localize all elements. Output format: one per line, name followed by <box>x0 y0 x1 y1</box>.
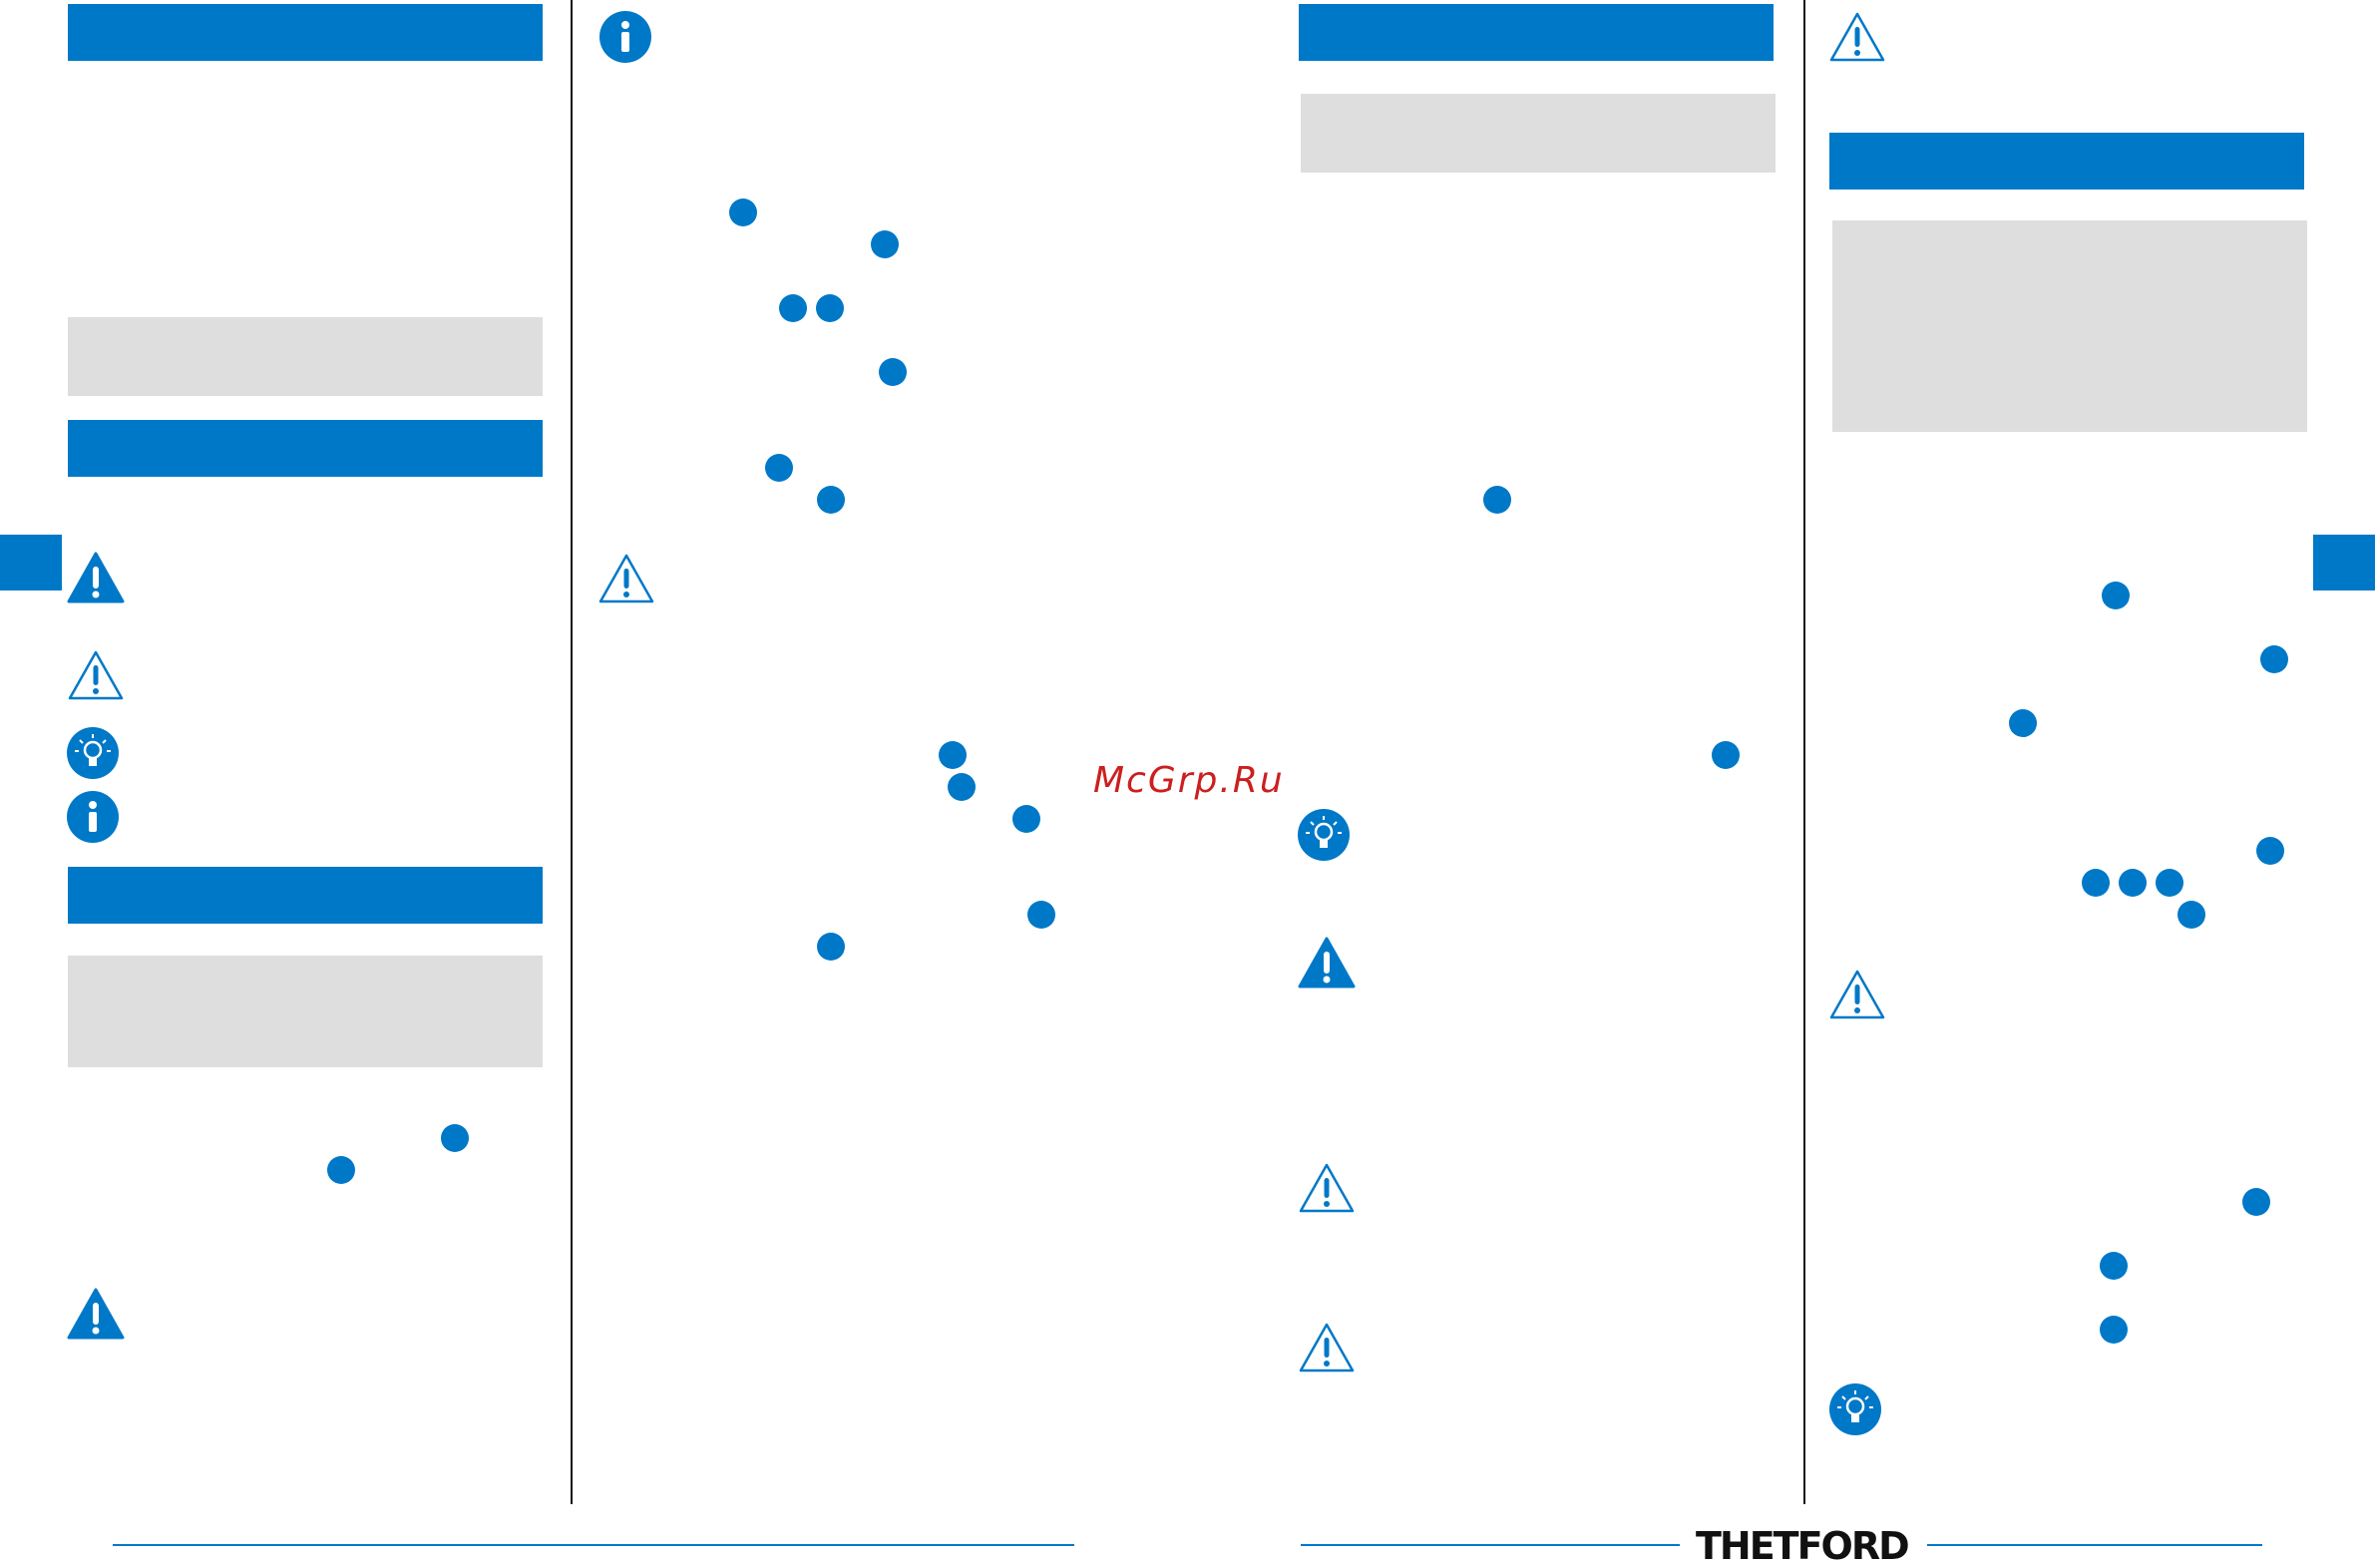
callout-dot <box>2256 837 2284 865</box>
section-header-bar <box>68 4 543 61</box>
callout-dot <box>2009 709 2037 737</box>
callout-dot <box>817 933 845 961</box>
callout-dot <box>2082 869 2110 897</box>
info-icon <box>599 11 651 63</box>
lightbulb-icon <box>67 727 119 779</box>
warning-filled-icon <box>67 552 125 603</box>
warning-filled-icon <box>1298 937 1356 988</box>
lightbulb-icon <box>1829 1383 1881 1435</box>
section-header-bar <box>68 420 543 477</box>
callout-dot <box>2260 645 2288 673</box>
callout-dot <box>2100 1252 2128 1280</box>
callout-dot <box>817 486 845 514</box>
callout-dot <box>1483 486 1511 514</box>
note-panel <box>68 956 543 1067</box>
callout-dot <box>2100 1316 2128 1344</box>
lightbulb-icon <box>1298 809 1350 861</box>
callout-dot <box>2119 869 2147 897</box>
section-header-bar <box>68 867 543 924</box>
thetford-logo: THETFORD <box>1696 1524 1910 1568</box>
callout-dot <box>1012 805 1040 833</box>
callout-dot <box>441 1124 469 1152</box>
callout-dot <box>816 294 844 322</box>
footer-rule-left <box>113 1544 1074 1546</box>
callout-dot <box>2177 901 2205 929</box>
callout-dot <box>948 773 976 801</box>
callout-dot <box>1027 901 1055 929</box>
column-divider-right <box>1803 0 1805 1504</box>
callout-dot <box>2242 1188 2270 1216</box>
note-panel <box>1301 94 1776 173</box>
note-panel <box>1832 220 2307 432</box>
warning-outline-icon <box>68 650 124 700</box>
page-tab-left <box>0 535 62 590</box>
warning-outline-icon <box>1829 12 1885 62</box>
section-header-bar <box>1829 133 2304 190</box>
callout-dot <box>765 454 793 482</box>
section-header-bar <box>1299 4 1774 61</box>
column-divider-left <box>571 0 573 1504</box>
warning-outline-icon <box>1299 1323 1355 1372</box>
footer-rule-right-b <box>1927 1544 2262 1546</box>
callout-dot <box>879 358 907 386</box>
callout-dot <box>1712 741 1740 769</box>
watermark-text: McGrp.Ru <box>1093 760 1285 801</box>
callout-dot <box>2102 582 2130 609</box>
callout-dot <box>327 1156 355 1184</box>
callout-dot <box>939 741 967 769</box>
callout-dot <box>729 198 757 226</box>
footer-rule-right-a <box>1301 1544 1680 1546</box>
warning-outline-icon <box>1829 970 1885 1019</box>
warning-filled-icon <box>67 1288 125 1340</box>
callout-dot <box>871 230 899 258</box>
warning-outline-icon <box>598 554 654 603</box>
callout-dot <box>779 294 807 322</box>
note-panel <box>68 317 543 396</box>
warning-outline-icon <box>1299 1163 1355 1213</box>
page-tab-right <box>2313 535 2375 590</box>
info-icon <box>67 791 119 843</box>
callout-dot <box>2156 869 2183 897</box>
